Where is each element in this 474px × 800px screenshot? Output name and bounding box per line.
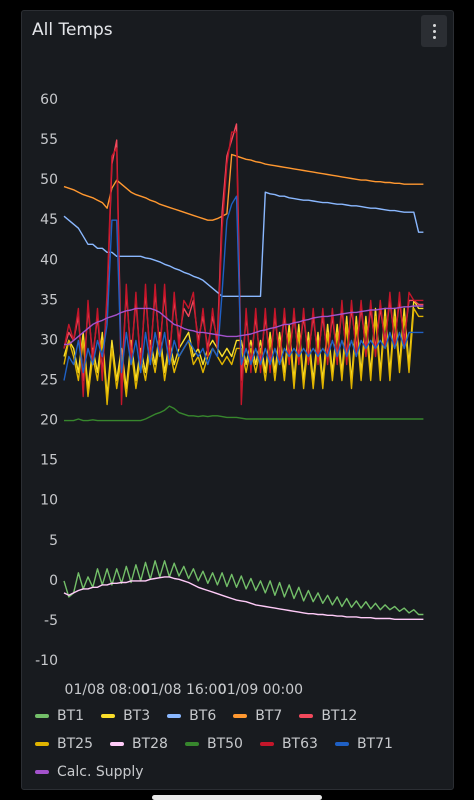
menu-dot — [432, 29, 436, 33]
y-tick-label: 30 — [40, 332, 58, 348]
series-line-bt7 — [63, 153, 424, 221]
y-tick-label: 20 — [40, 413, 58, 429]
legend-label: BT1 — [57, 708, 85, 724]
legend-label: BT3 — [123, 708, 151, 724]
legend-item[interactable]: BT3 — [101, 708, 150, 724]
x-tick-label: 01/09 00:00 — [218, 682, 303, 698]
y-tick-label: -10 — [35, 653, 58, 669]
series-line-bt50 — [64, 405, 424, 422]
legend-swatch — [35, 714, 49, 718]
home-indicator — [152, 795, 322, 800]
legend-row: Calc. Supply — [35, 758, 455, 786]
series-line-calc-supply — [64, 305, 424, 346]
legend-swatch — [334, 742, 349, 746]
legend-swatch — [299, 714, 314, 718]
legend-item[interactable]: BT63 — [259, 736, 318, 752]
legend-label: BT71 — [356, 736, 393, 752]
legend-item[interactable]: BT7 — [233, 708, 282, 724]
y-tick-label: 45 — [40, 212, 58, 228]
legend-label: BT25 — [57, 736, 93, 752]
legend-item[interactable]: BT6 — [167, 708, 216, 724]
y-tick-label: -5 — [44, 613, 58, 629]
y-tick-label: 5 — [49, 533, 58, 549]
legend-swatch — [233, 714, 248, 718]
y-tick-label: 50 — [40, 172, 58, 188]
legend-label: BT6 — [189, 708, 217, 724]
legend-swatch — [101, 714, 116, 718]
y-tick-label: 0 — [49, 573, 58, 589]
legend-swatch — [35, 770, 49, 774]
chart-panel: All Temps — [21, 10, 454, 790]
panel-title: All Temps — [32, 20, 113, 40]
legend-row: BT1 BT3 BT6 BT7 BT12 — [35, 702, 455, 730]
legend-swatch — [35, 742, 49, 746]
legend-label: BT50 — [206, 736, 243, 752]
legend-swatch — [109, 742, 124, 746]
y-tick-label: 10 — [40, 493, 58, 509]
y-tick-label: 35 — [40, 292, 58, 308]
x-tick-label: 01/08 08:00 — [65, 682, 150, 698]
series-line-bt1 — [63, 560, 424, 616]
legend-item[interactable]: Calc. Supply — [35, 764, 144, 780]
series-line-bt71 — [63, 195, 424, 381]
legend-item[interactable]: BT25 — [35, 736, 93, 752]
y-tick-label: 55 — [40, 132, 58, 148]
legend-item[interactable]: BT71 — [334, 736, 393, 752]
legend-swatch — [167, 714, 182, 718]
menu-dot — [432, 35, 436, 39]
legend-label: BT63 — [281, 736, 318, 752]
legend-item[interactable]: BT50 — [184, 736, 243, 752]
series-line-bt28 — [63, 576, 424, 620]
legend-item[interactable]: BT1 — [35, 708, 84, 724]
legend-label: BT7 — [255, 708, 283, 724]
chart-legend: BT1 BT3 BT6 BT7 BT12 BT25 BT28 BT50 BT63 BT71 Calc… — [35, 702, 455, 786]
panel-menu-button[interactable] — [421, 15, 447, 47]
legend-row: BT25 BT28 BT50 BT63 BT71 — [35, 730, 455, 758]
legend-swatch — [184, 742, 199, 746]
menu-dot — [432, 23, 436, 27]
y-tick-label: 60 — [40, 92, 58, 108]
legend-item[interactable]: BT12 — [299, 708, 357, 724]
legend-swatch — [259, 742, 274, 746]
y-tick-label: 15 — [40, 453, 58, 469]
y-tick-label: 40 — [40, 252, 58, 268]
legend-item[interactable]: BT28 — [109, 736, 168, 752]
y-tick-label: 25 — [40, 373, 58, 389]
legend-label: BT12 — [321, 708, 358, 724]
series-line-bt6 — [63, 191, 424, 297]
x-tick-label: 01/08 16:00 — [141, 682, 226, 698]
legend-label: BT28 — [131, 736, 168, 752]
legend-label: Calc. Supply — [57, 764, 144, 780]
